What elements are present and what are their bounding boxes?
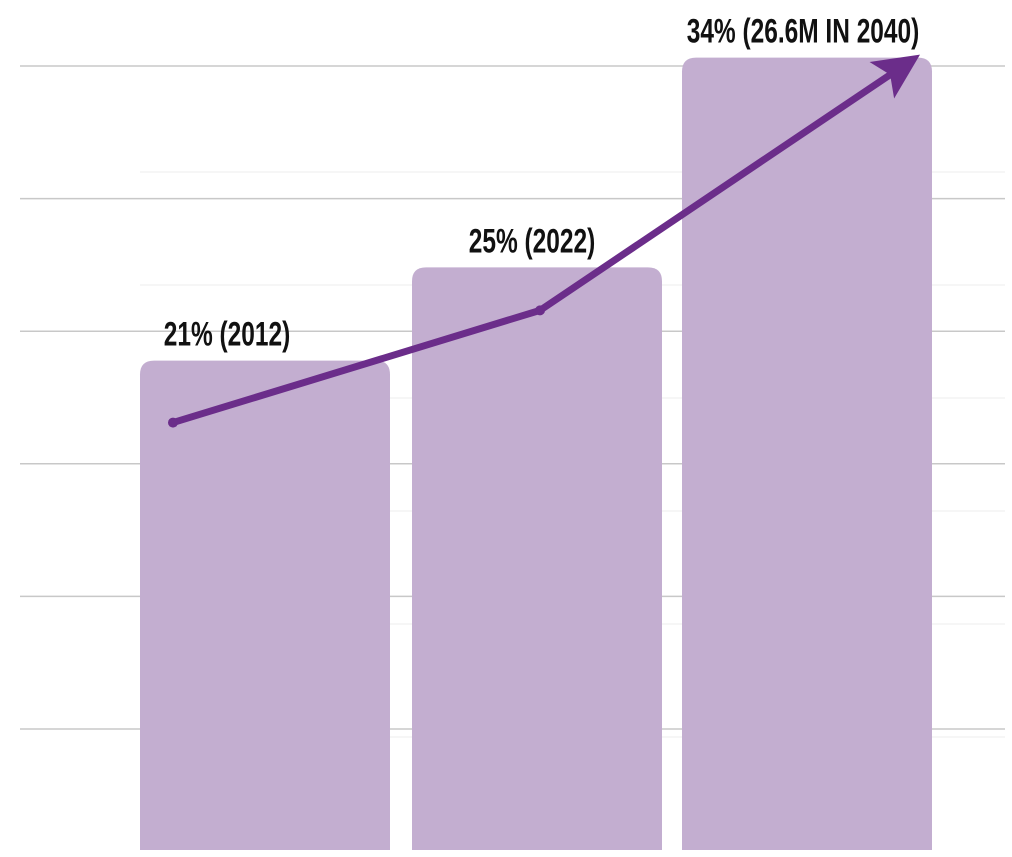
value-label: 21% (2012) bbox=[164, 316, 291, 354]
value-label: 25% (2022) bbox=[469, 223, 596, 261]
value-label: 34% (26.6M IN 2040) bbox=[687, 13, 920, 51]
bar bbox=[682, 57, 932, 851]
arrow-head bbox=[869, 54, 920, 99]
trend-point bbox=[168, 417, 178, 428]
bar bbox=[412, 267, 662, 851]
trend-point bbox=[535, 305, 545, 316]
bar bbox=[140, 360, 390, 850]
